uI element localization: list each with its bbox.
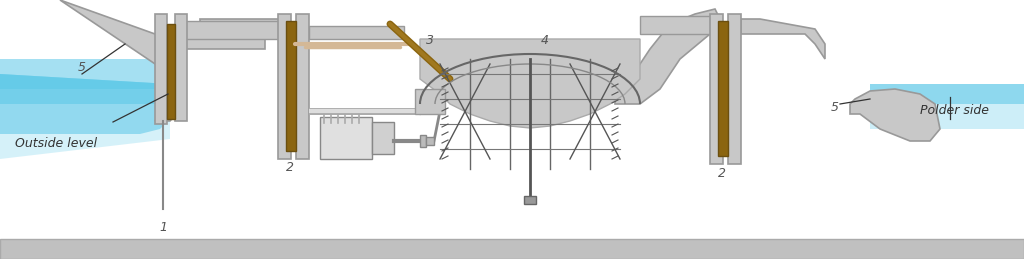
Polygon shape [420, 39, 640, 128]
Polygon shape [0, 74, 170, 159]
Text: 1: 1 [159, 221, 167, 234]
Bar [155, 14, 167, 124]
Bar [286, 21, 296, 151]
Polygon shape [0, 74, 170, 104]
Text: 4: 4 [541, 34, 549, 47]
Text: 2: 2 [286, 161, 294, 174]
Bar [185, 21, 280, 39]
Text: 5: 5 [78, 61, 86, 74]
Bar [728, 14, 741, 164]
Polygon shape [850, 89, 940, 141]
Polygon shape [870, 84, 1024, 129]
Text: Outside level: Outside level [15, 137, 97, 150]
Text: 5: 5 [831, 101, 839, 114]
Bar [524, 196, 536, 204]
Polygon shape [155, 19, 280, 121]
Polygon shape [615, 9, 720, 104]
Bar [372, 122, 394, 154]
Bar [710, 14, 723, 164]
Text: Polder side: Polder side [920, 104, 989, 117]
Bar [640, 16, 720, 34]
Bar [296, 14, 309, 159]
Polygon shape [870, 84, 1024, 104]
Polygon shape [0, 59, 130, 89]
Bar [309, 26, 404, 39]
Bar [319, 117, 372, 159]
Bar [718, 21, 728, 156]
Bar [167, 24, 175, 119]
Polygon shape [415, 89, 445, 114]
Bar [175, 14, 187, 121]
Text: 3: 3 [426, 34, 434, 47]
Polygon shape [60, 0, 170, 74]
Polygon shape [741, 19, 825, 59]
Bar [278, 14, 291, 159]
Bar [426, 137, 434, 145]
Text: 2: 2 [718, 167, 726, 180]
Polygon shape [130, 59, 170, 89]
Polygon shape [0, 74, 170, 134]
Bar [420, 135, 426, 147]
Bar [0, 239, 1024, 259]
